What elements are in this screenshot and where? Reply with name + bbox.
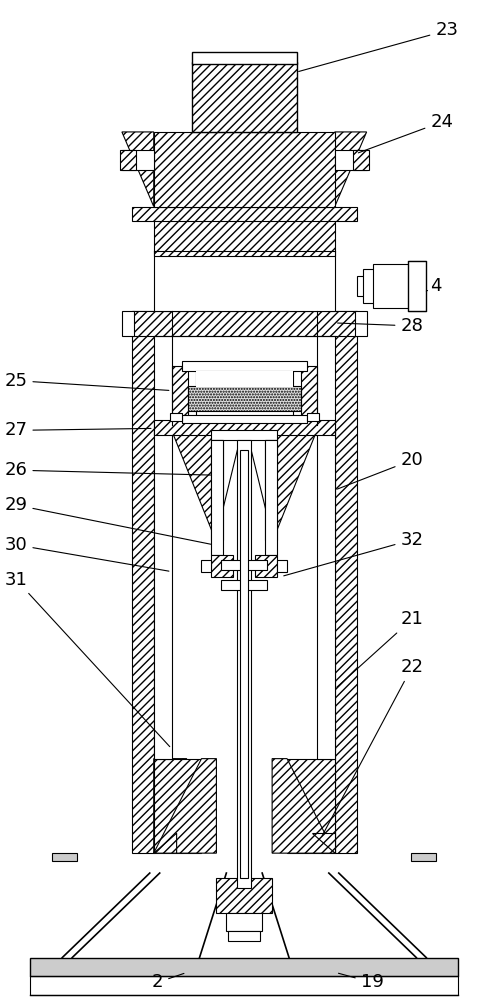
Text: 21: 21 <box>337 610 423 687</box>
Text: 26: 26 <box>4 461 210 479</box>
Bar <box>191 52 297 64</box>
Bar <box>277 560 287 572</box>
Bar <box>411 853 436 861</box>
Text: 30: 30 <box>5 536 169 571</box>
Polygon shape <box>154 759 187 853</box>
Bar <box>265 440 277 540</box>
Bar <box>195 371 293 387</box>
Bar <box>31 976 458 995</box>
Bar <box>211 555 233 577</box>
Bar <box>335 311 357 853</box>
Bar <box>188 386 301 411</box>
Bar <box>237 440 251 888</box>
Bar <box>216 878 272 913</box>
Bar <box>363 269 417 303</box>
Bar <box>120 150 136 170</box>
Bar <box>211 440 224 555</box>
Bar <box>222 560 267 570</box>
Polygon shape <box>287 759 335 853</box>
Text: 22: 22 <box>322 658 423 836</box>
Bar <box>408 261 426 311</box>
Bar <box>357 276 417 296</box>
Bar <box>188 369 195 418</box>
Bar <box>293 369 301 418</box>
Bar <box>240 450 248 878</box>
Text: 24: 24 <box>358 113 453 153</box>
Bar <box>191 62 297 132</box>
Bar <box>154 430 172 759</box>
Bar <box>31 958 458 976</box>
Bar <box>132 311 154 853</box>
Polygon shape <box>122 132 154 207</box>
Bar <box>211 440 224 540</box>
Bar <box>132 311 357 336</box>
Bar <box>122 311 134 336</box>
Bar <box>222 580 267 590</box>
Bar <box>154 132 335 207</box>
Bar <box>255 555 277 577</box>
Bar <box>373 264 413 308</box>
Bar <box>154 420 335 435</box>
Bar <box>154 207 335 256</box>
Bar <box>413 271 422 301</box>
Bar <box>353 150 368 170</box>
Bar <box>335 150 366 170</box>
Bar <box>299 366 317 420</box>
Polygon shape <box>154 759 202 853</box>
Text: 4: 4 <box>426 277 442 295</box>
Bar <box>265 440 277 555</box>
Text: 31: 31 <box>4 571 170 747</box>
Text: 32: 32 <box>284 531 423 576</box>
Bar <box>122 150 154 170</box>
Bar <box>170 413 182 421</box>
Polygon shape <box>335 132 366 207</box>
Bar <box>211 430 277 440</box>
Bar <box>202 560 211 572</box>
Polygon shape <box>312 833 335 853</box>
Text: 2: 2 <box>152 973 184 991</box>
Text: 25: 25 <box>4 372 169 390</box>
Bar <box>132 207 357 221</box>
Polygon shape <box>273 430 317 540</box>
Text: 27: 27 <box>4 421 151 439</box>
Bar <box>355 311 366 336</box>
Polygon shape <box>154 833 176 853</box>
Polygon shape <box>272 759 335 853</box>
Polygon shape <box>154 759 216 853</box>
Text: 28: 28 <box>338 317 423 335</box>
Bar <box>52 853 77 861</box>
Bar <box>182 415 307 423</box>
Text: 23: 23 <box>299 21 458 72</box>
Text: 29: 29 <box>4 496 211 544</box>
Bar <box>182 361 307 371</box>
Bar <box>307 413 319 421</box>
Bar <box>228 931 260 941</box>
Bar <box>317 430 335 759</box>
Bar <box>154 251 335 311</box>
Text: 20: 20 <box>337 451 423 489</box>
Bar <box>172 366 190 420</box>
Polygon shape <box>172 430 215 540</box>
Bar <box>226 913 262 931</box>
Polygon shape <box>154 759 187 853</box>
Text: 19: 19 <box>338 973 383 991</box>
